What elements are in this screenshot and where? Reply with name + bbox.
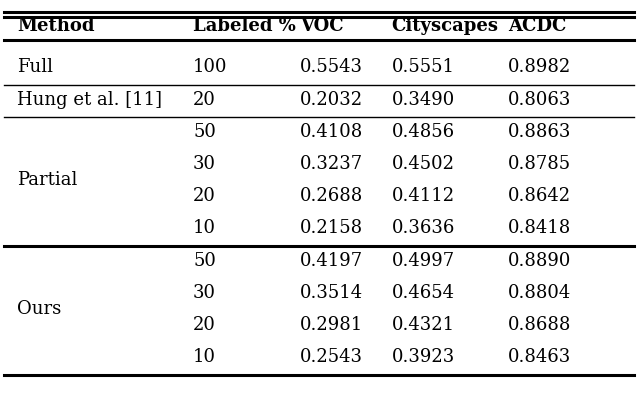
- Text: Method: Method: [17, 17, 94, 35]
- Text: 0.8785: 0.8785: [508, 155, 571, 173]
- Text: 30: 30: [193, 155, 216, 173]
- Text: 20: 20: [193, 316, 216, 334]
- Text: 0.4321: 0.4321: [391, 316, 454, 334]
- Text: VOC: VOC: [300, 17, 344, 35]
- Text: 20: 20: [193, 187, 216, 205]
- Text: Partial: Partial: [17, 171, 77, 189]
- Text: Hung et al. [11]: Hung et al. [11]: [17, 91, 162, 109]
- Text: ACDC: ACDC: [508, 17, 567, 35]
- Text: 0.8642: 0.8642: [508, 187, 571, 205]
- Text: 50: 50: [193, 252, 216, 270]
- Text: 0.4112: 0.4112: [391, 187, 454, 205]
- Text: 0.3923: 0.3923: [391, 348, 455, 366]
- Text: Labeled %: Labeled %: [193, 17, 296, 35]
- Text: 0.3636: 0.3636: [391, 219, 455, 238]
- Text: 0.5543: 0.5543: [300, 58, 363, 77]
- Text: Cityscapes: Cityscapes: [391, 17, 498, 35]
- Text: 0.2032: 0.2032: [300, 91, 363, 109]
- Text: 0.4997: 0.4997: [391, 252, 454, 270]
- Text: Full: Full: [17, 58, 53, 77]
- Text: 0.2981: 0.2981: [300, 316, 364, 334]
- Text: 0.8688: 0.8688: [508, 316, 571, 334]
- Text: 0.4502: 0.4502: [391, 155, 454, 173]
- Text: 0.2688: 0.2688: [300, 187, 364, 205]
- Text: 0.8863: 0.8863: [508, 123, 571, 141]
- Text: 0.8463: 0.8463: [508, 348, 571, 366]
- Text: 0.8418: 0.8418: [508, 219, 571, 238]
- Text: 0.5551: 0.5551: [391, 58, 454, 77]
- Text: 0.2543: 0.2543: [300, 348, 363, 366]
- Text: 0.8890: 0.8890: [508, 252, 571, 270]
- Text: 0.3237: 0.3237: [300, 155, 363, 173]
- Text: 0.4108: 0.4108: [300, 123, 364, 141]
- Text: 0.8804: 0.8804: [508, 284, 571, 302]
- Text: 0.4197: 0.4197: [300, 252, 363, 270]
- Text: 30: 30: [193, 284, 216, 302]
- Text: 50: 50: [193, 123, 216, 141]
- Text: 100: 100: [193, 58, 228, 77]
- Text: 10: 10: [193, 219, 216, 238]
- Text: 0.8982: 0.8982: [508, 58, 571, 77]
- Text: 0.4654: 0.4654: [391, 284, 454, 302]
- Text: 0.4856: 0.4856: [391, 123, 454, 141]
- Text: 0.3514: 0.3514: [300, 284, 363, 302]
- Text: 0.8063: 0.8063: [508, 91, 571, 109]
- Text: Ours: Ours: [17, 300, 61, 318]
- Text: 20: 20: [193, 91, 216, 109]
- Text: 0.3490: 0.3490: [391, 91, 455, 109]
- Text: 10: 10: [193, 348, 216, 366]
- Text: 0.2158: 0.2158: [300, 219, 363, 238]
